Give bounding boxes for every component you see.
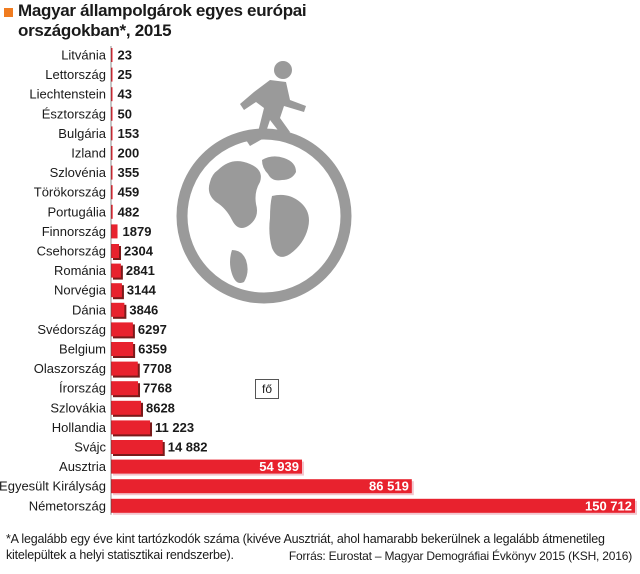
value-label: 6297 [138,322,167,337]
bar [111,381,139,396]
value-label: 43 [118,87,132,102]
category-label: Németország [29,498,106,513]
value-label: 2841 [126,263,155,278]
category-label: Belgium [59,342,106,357]
bar [111,400,141,415]
footnote: *A legalább egy éve kint tartózkodók szá… [6,532,605,562]
bar [111,440,163,454]
bar [111,244,120,258]
category-label: Norvégia [54,283,107,298]
category-label: Litvánia [61,48,107,63]
bar [111,204,113,219]
value-label: 86 519 [369,479,409,494]
bar [111,185,113,200]
value-label: 7708 [143,361,172,376]
category-label: Liechtenstein [29,87,106,102]
bar [111,146,113,160]
value-label: 200 [118,146,140,161]
bar [111,224,118,239]
bar [111,126,113,141]
category-label: Írország [59,381,106,396]
value-label: 2304 [124,244,154,259]
category-label: Svédország [37,322,106,337]
category-label: Szlovákia [50,400,106,415]
category-label: Ausztria [59,459,107,474]
category-label: Olaszország [34,361,106,376]
value-label: 50 [118,106,132,121]
unit-label: fő [255,379,279,399]
person-walking-on-globe-icon [176,61,352,304]
category-label: Románia [54,263,107,278]
category-label: Törökország [34,185,106,200]
category-label: Hollandia [52,420,107,435]
value-label: 459 [118,185,140,200]
bar [111,48,113,62]
value-label: 153 [118,126,140,141]
value-label: 6359 [138,342,167,357]
category-label: Izland [71,146,106,161]
value-label: 11 223 [155,420,194,435]
category-label: Bulgária [58,126,106,141]
bar [111,498,635,513]
bar [111,322,133,337]
category-label: Lettország [45,67,106,82]
bar [111,106,113,121]
bar [111,302,125,317]
chart-title: Magyar állampolgárok egyes európai orszá… [18,1,307,40]
category-label: Csehország [37,244,106,259]
category-label: Észtország [42,106,106,121]
value-label: 7768 [143,381,172,396]
value-label: 14 882 [168,440,208,455]
bar [111,459,303,474]
value-label: 3144 [127,283,157,298]
bar [111,263,121,278]
bar [111,283,122,298]
category-label: Portugália [47,204,106,219]
category-label: Finnország [42,224,106,239]
value-label: 3846 [129,302,158,317]
source-note: Forrás: Eurostat – Magyar Demográfiai Év… [288,549,632,563]
value-label: 23 [118,48,132,63]
category-label: Dánia [72,302,107,317]
value-label: 1879 [123,224,152,239]
bar [111,420,151,435]
bar [111,361,138,376]
value-label: 54 939 [259,459,299,474]
value-label: 8628 [146,400,175,415]
bars-layer: Litvánia 23 Lettország 25 Liechtenstein 43 Ész… [0,46,637,515]
bar [111,87,113,102]
value-label: 355 [118,165,140,180]
bar [111,479,412,494]
value-label: 482 [118,204,140,219]
category-label: Svájc [74,440,106,455]
bar [111,67,113,82]
value-label: 150 712 [585,498,632,513]
category-label: Egyesült Királyság [0,479,106,494]
value-label: 25 [118,67,132,82]
title-accent-square [4,8,13,17]
category-label: Szlovénia [50,165,107,180]
bar [111,342,134,356]
bar [111,165,113,180]
